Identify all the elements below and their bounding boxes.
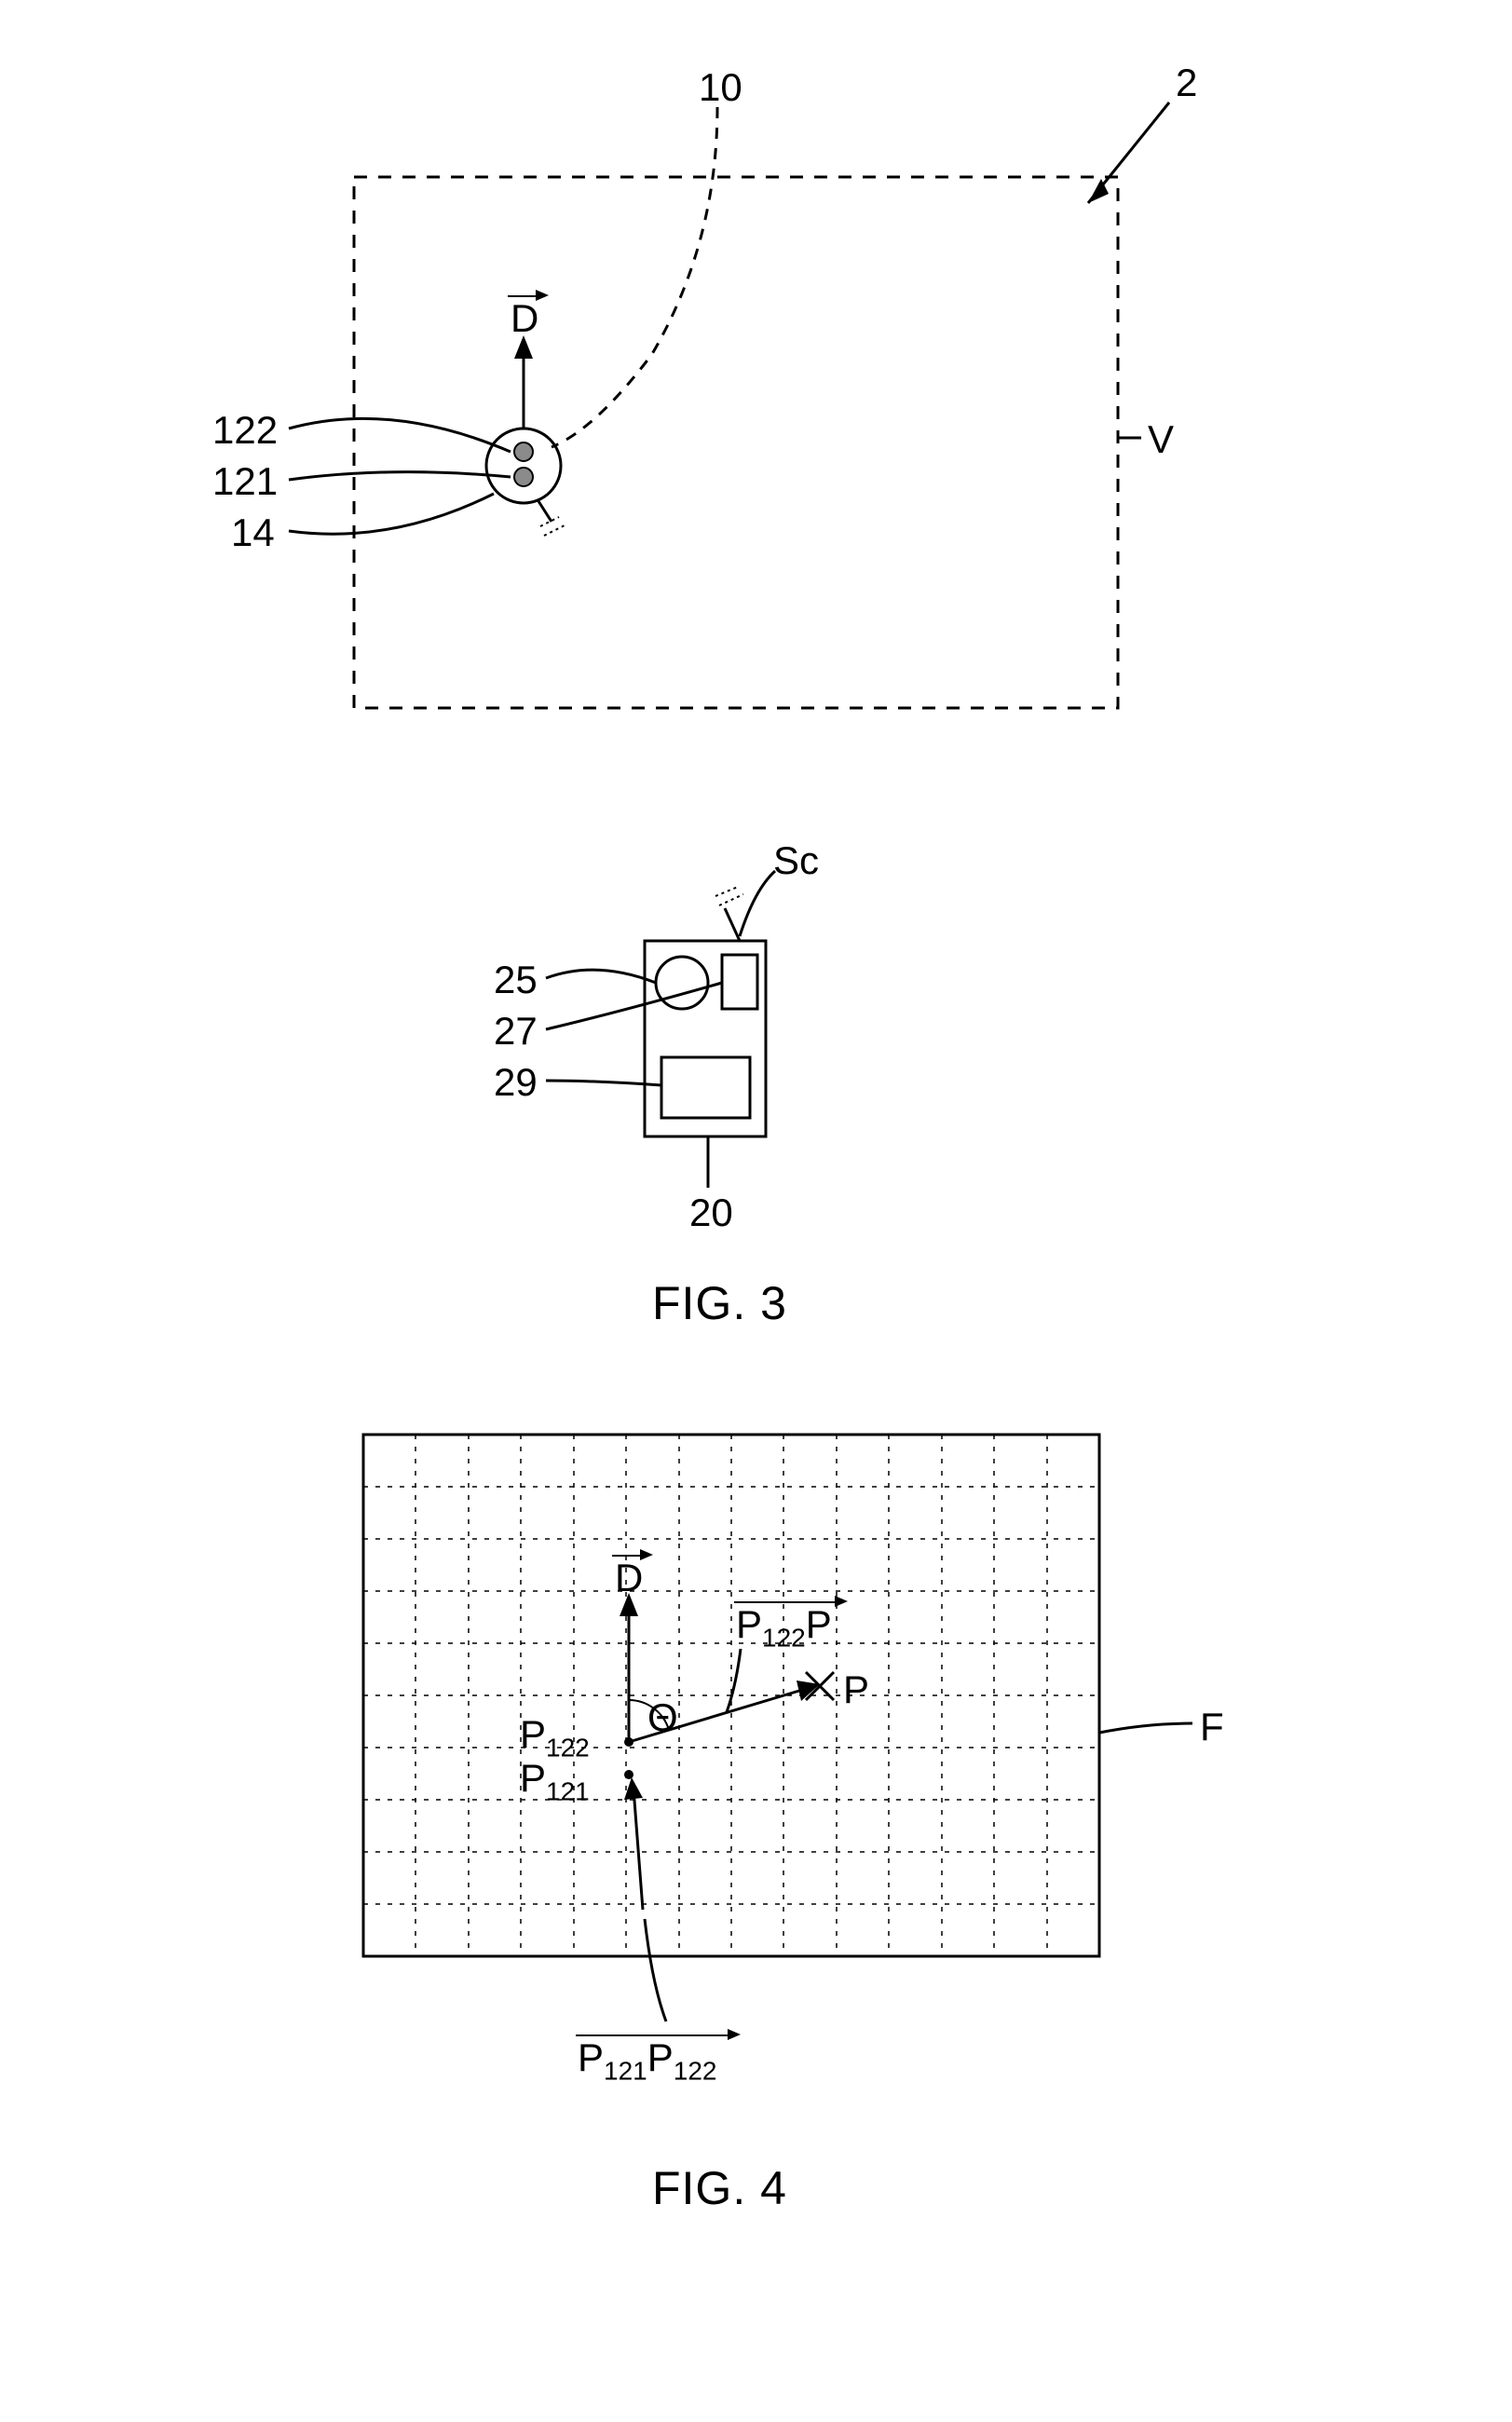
leader-f <box>1099 1723 1192 1733</box>
leader-sc <box>740 871 775 936</box>
boundary-v <box>354 177 1118 708</box>
device-speaker <box>656 957 708 1009</box>
d-overbar-head <box>536 290 549 301</box>
label-D: D <box>511 296 538 341</box>
label-V: V <box>1148 417 1174 462</box>
figure-4-svg <box>0 1388 1512 2375</box>
dot-122 <box>514 442 533 461</box>
label-P: P <box>843 1667 869 1712</box>
figure-3-svg <box>0 0 1512 1304</box>
label-P121: P121 <box>520 1756 590 1806</box>
device-wave2 <box>719 894 743 905</box>
label-2: 2 <box>1176 61 1197 105</box>
leader-14 <box>289 494 494 534</box>
device-large-rect <box>661 1057 750 1118</box>
leader-10 <box>552 107 717 447</box>
label-121: 121 <box>212 459 278 504</box>
leader-p121p122-head <box>624 1777 643 1800</box>
label-20: 20 <box>689 1191 733 1235</box>
fig3-caption: FIG. 3 <box>652 1276 787 1330</box>
leader-p121p122-shaft <box>633 1789 643 1910</box>
leader-p121p122-curve <box>645 1919 666 2021</box>
marker-circle <box>486 429 561 503</box>
leader-p122p <box>727 1649 741 1712</box>
vecP122P-overbar-head <box>835 1596 848 1607</box>
label-vecP121P122: P121P122 <box>578 2035 716 2086</box>
page: 2 10 V 122 121 14 D Sc 25 27 29 20 FIG. … <box>0 0 1512 2422</box>
label-vecP122P: P122P <box>736 1602 832 1653</box>
d-overbar <box>508 295 538 297</box>
label-theta: Θ <box>647 1695 678 1740</box>
point-p121 <box>624 1770 633 1779</box>
label-10: 10 <box>699 65 742 110</box>
vecP121P122-overbar-head <box>728 2029 741 2040</box>
d4-overbar-head <box>640 1549 653 1560</box>
device-small-rect <box>722 955 757 1009</box>
label-25: 25 <box>494 958 538 1002</box>
dot-121 <box>514 468 533 486</box>
vecP122P-overbar <box>734 1601 837 1603</box>
vecP121P122-overbar <box>576 2034 729 2036</box>
label-14: 14 <box>231 510 275 555</box>
label-29: 29 <box>494 1060 538 1105</box>
marker-stub-wave2 <box>544 524 566 536</box>
leader-121 <box>289 472 511 480</box>
fig4-caption: FIG. 4 <box>652 2161 787 2215</box>
device-antenna-stub <box>725 908 740 941</box>
label-122: 122 <box>212 408 278 453</box>
device-wave1 <box>715 887 738 896</box>
label-27: 27 <box>494 1009 538 1054</box>
marker-stub <box>538 501 552 522</box>
d4-overbar <box>612 1555 642 1557</box>
label-D4: D <box>615 1556 643 1600</box>
label-F: F <box>1200 1705 1224 1749</box>
label-Sc: Sc <box>773 838 819 883</box>
leader-122 <box>289 418 511 452</box>
leader-25 <box>546 970 656 983</box>
